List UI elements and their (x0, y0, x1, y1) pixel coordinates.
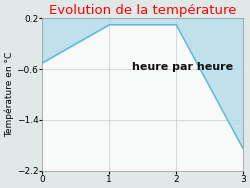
Text: heure par heure: heure par heure (132, 62, 234, 72)
Y-axis label: Température en °C: Température en °C (4, 52, 14, 137)
Title: Evolution de la température: Evolution de la température (49, 4, 236, 17)
